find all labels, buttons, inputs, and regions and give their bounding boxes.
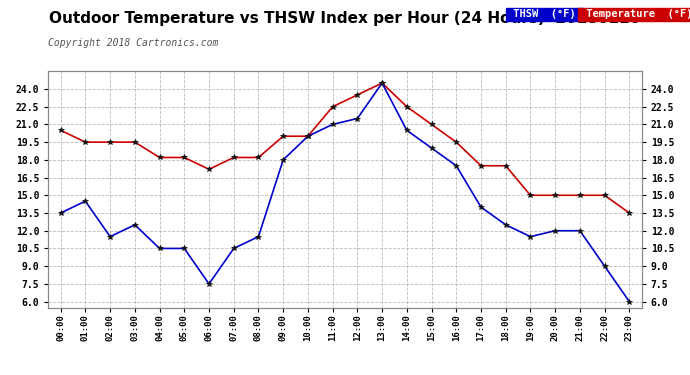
Text: THSW  (°F): THSW (°F) (507, 9, 582, 20)
Text: Copyright 2018 Cartronics.com: Copyright 2018 Cartronics.com (48, 38, 219, 48)
Text: Outdoor Temperature vs THSW Index per Hour (24 Hours)  20180116: Outdoor Temperature vs THSW Index per Ho… (50, 11, 640, 26)
Text: Temperature  (°F): Temperature (°F) (580, 9, 690, 20)
